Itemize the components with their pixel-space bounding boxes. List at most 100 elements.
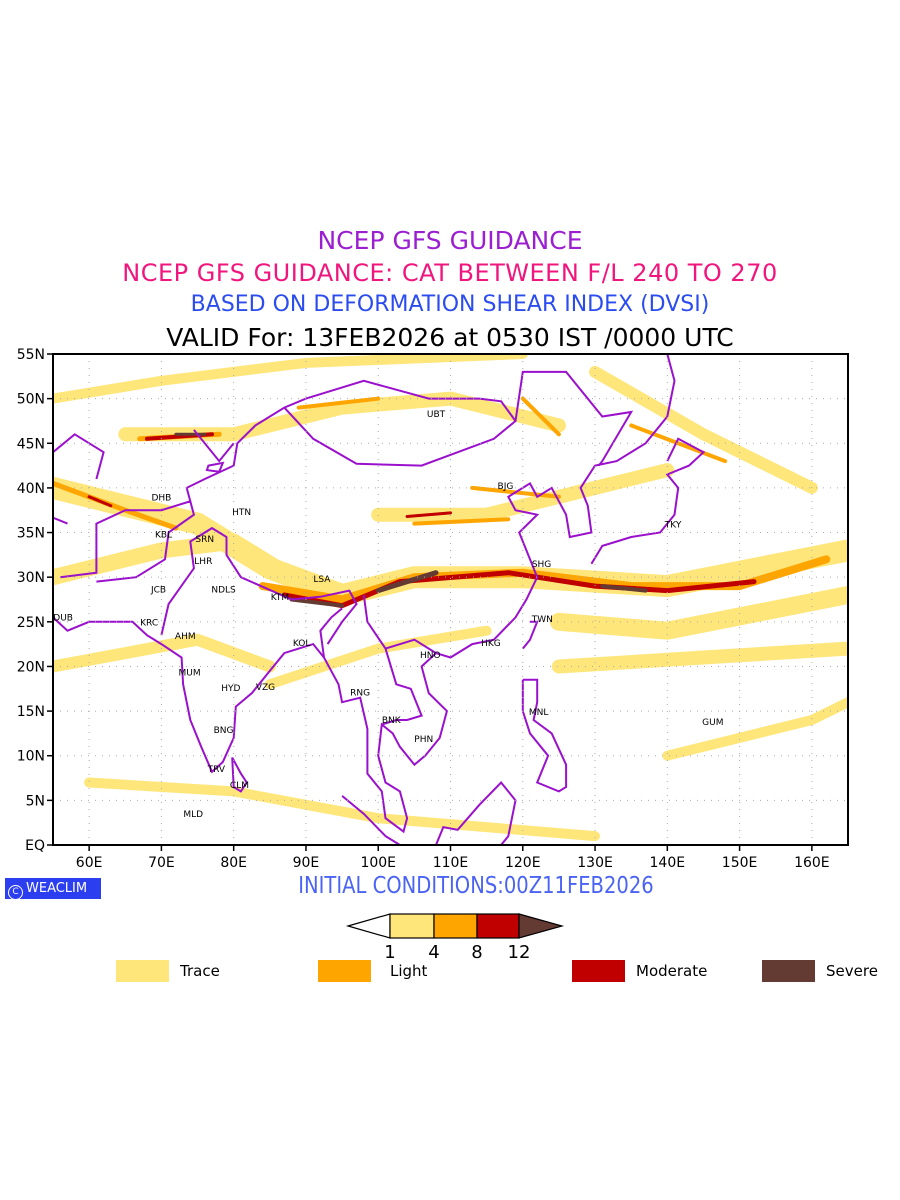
colorbar-tick: 8 (471, 942, 482, 963)
colorbar-tick: 1 (384, 942, 395, 963)
city-label-mum: MUM (179, 669, 201, 679)
x-tick-label: 80E (220, 855, 247, 871)
turbulence-band (53, 533, 314, 595)
y-tick-label: 35N (17, 526, 45, 542)
turbulence-band (289, 597, 345, 608)
city-label-shg: SHG (532, 560, 551, 570)
y-tick-label: 45N (17, 436, 45, 452)
city-label-jcb: JCB (150, 586, 166, 596)
legend-swatch (318, 960, 371, 982)
logo-text: WEACLIM (26, 881, 88, 896)
title-line-1: NCEP GFS GUIDANCE (317, 226, 583, 255)
city-label-ndls: NDLS (211, 586, 236, 596)
boundary-line (514, 370, 634, 467)
y-tick-label: 30N (17, 570, 45, 586)
city-label-rng: RNG (350, 688, 370, 698)
boundary-line (185, 379, 517, 502)
legend-label: Severe (826, 962, 878, 980)
city-label-mnl: MNL (529, 708, 549, 718)
boundary-line (53, 354, 676, 834)
city-label-srn: SRN (195, 535, 214, 545)
boundary-line (319, 607, 343, 658)
y-tick-label: 40N (17, 481, 45, 497)
turbulence-band (296, 396, 381, 410)
city-label-htn: HTN (232, 508, 251, 518)
legend-label: Moderate (636, 962, 708, 980)
turbulence-band (589, 365, 818, 494)
boundary-line (160, 526, 358, 645)
city-label-bng: BNG (214, 726, 234, 736)
city-label-kol: KOL (293, 639, 311, 649)
city-label-lhr: LHR (194, 557, 212, 567)
y-tick-label: 50N (17, 392, 45, 408)
legend-trace: Trace (116, 960, 256, 982)
y-tick-label: EQ (25, 838, 45, 854)
x-tick-label: 100E (360, 855, 396, 871)
city-labels: UBT BJG TKY SHG TWN HKG HNO RNG BNK PHN MNL GUM DHB H… (53, 410, 723, 820)
city-label-dub: DUB (53, 613, 73, 623)
turbulence-band (53, 633, 276, 673)
legend-swatch (572, 960, 625, 982)
copyright-icon: C (8, 885, 23, 900)
city-label-tky: TKY (664, 521, 682, 531)
city-label-bjg: BJG (498, 482, 514, 492)
boundary-line (381, 648, 423, 726)
valid-time: VALID For: 13FEB2026 at 0530 IST /0000 U… (166, 323, 734, 352)
city-label-lsa: LSA (313, 575, 331, 585)
boundary-line (522, 620, 539, 650)
x-tick-label: 90E (293, 855, 320, 871)
city-label-trv: TRV (207, 765, 226, 775)
turbulence-band (549, 586, 848, 640)
city-label-dhb: DHB (151, 494, 171, 504)
y-tick-label: 5N (26, 793, 45, 809)
colorbar-below (345, 913, 391, 939)
turbulence-band (405, 511, 452, 518)
boundary-line (435, 780, 517, 845)
city-label-kbl: KBL (155, 530, 172, 540)
weaclim-logo: C WEACLIM (5, 878, 101, 900)
graticule (53, 353, 848, 846)
x-tick-label: 130E (577, 855, 613, 871)
turbulence-band (662, 697, 848, 761)
boundary-line (590, 437, 706, 565)
turbulence-band (520, 396, 561, 437)
y-tick-label: 20N (17, 659, 45, 675)
legend-swatch (116, 960, 169, 982)
x-tick-label: 110E (433, 855, 469, 871)
city-label-twn: TWN (531, 615, 553, 625)
country-boundaries (53, 354, 706, 845)
legend-label: Light (390, 962, 428, 980)
city-label-ahm: AHM (175, 632, 196, 642)
city-label-ktm: KTM (271, 593, 289, 603)
axis-ticks: 60E 70E 80E 90E 100E 110E 120E 130E 140E 150E 160E… (17, 347, 830, 871)
colorbar-severe (518, 913, 565, 939)
colorbar-moderate (476, 913, 520, 939)
colorbar-tick: 12 (508, 942, 531, 963)
city-label-phn: PHN (414, 735, 433, 745)
city-label-hyd: HYD (221, 684, 240, 694)
turbulence-band (87, 495, 113, 508)
turbulence-shading (53, 354, 848, 842)
y-tick-label: 15N (17, 704, 45, 720)
turbulence-band (412, 517, 511, 526)
city-label-hkg: HKG (481, 639, 501, 649)
legend-light: Light (318, 960, 458, 982)
turbulence-band (600, 584, 648, 593)
city-label-hno: HNO (420, 651, 441, 661)
city-label-clm: CLM (230, 781, 249, 791)
lake-issyk-kul (205, 461, 225, 473)
legend-severe: Severe (762, 960, 900, 982)
city-label-krc: KRC (140, 619, 158, 629)
city-label-ubt: UBT (427, 410, 446, 420)
city-label-mld: MLD (183, 810, 203, 820)
turbulence-band (53, 354, 528, 404)
turbulence-band (375, 570, 439, 594)
boundary-line (193, 429, 235, 463)
cat-map: UBT BJG TKY SHG TWN HKG HNO RNG BNK PHN MNL GUM DHB H… (17, 347, 849, 871)
legend-label: Trace (180, 962, 220, 980)
y-tick-label: 25N (17, 615, 45, 631)
city-label-gum: GUM (702, 718, 723, 728)
x-tick-label: 60E (76, 855, 103, 871)
x-tick-label: 140E (650, 855, 686, 871)
y-tick-label: 55N (17, 347, 45, 363)
